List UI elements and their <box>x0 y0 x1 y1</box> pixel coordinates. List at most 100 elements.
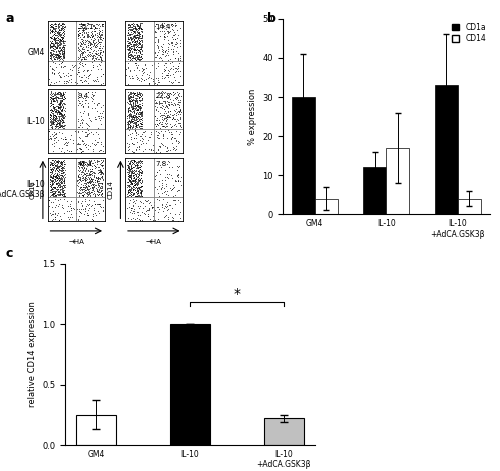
Point <box>171 107 179 115</box>
Point <box>58 33 66 41</box>
Point <box>128 49 136 56</box>
Point <box>90 140 98 147</box>
Point <box>51 104 59 111</box>
Point <box>76 184 84 192</box>
Point <box>46 97 54 105</box>
Point <box>52 117 60 125</box>
Point <box>75 192 83 199</box>
Point <box>74 97 82 105</box>
Point <box>176 214 184 222</box>
Point <box>60 43 68 50</box>
Point <box>74 162 82 170</box>
Point <box>154 54 162 62</box>
Point <box>52 43 60 51</box>
Point <box>137 189 145 197</box>
Point <box>55 216 63 224</box>
Point <box>164 114 172 121</box>
Point <box>136 158 143 165</box>
Point <box>138 193 146 200</box>
Point <box>48 95 56 103</box>
Point <box>51 166 59 174</box>
Point <box>99 79 107 87</box>
Point <box>50 41 58 49</box>
Point <box>125 175 133 183</box>
Point <box>138 157 146 164</box>
Point <box>79 147 87 154</box>
Point <box>49 190 57 197</box>
Point <box>125 176 133 184</box>
Point <box>137 169 145 176</box>
Point <box>96 31 104 38</box>
Point <box>170 144 177 152</box>
Point <box>54 116 62 123</box>
Point <box>92 42 100 49</box>
Point <box>78 176 86 184</box>
Point <box>130 89 138 96</box>
Point <box>58 49 66 57</box>
Point <box>126 30 134 37</box>
Point <box>151 96 159 104</box>
Point <box>152 106 160 114</box>
Point <box>136 40 144 47</box>
Point <box>86 168 94 176</box>
Point <box>62 78 70 85</box>
Point <box>98 168 106 175</box>
Point <box>48 36 56 43</box>
Point <box>52 55 60 63</box>
Point <box>93 63 101 70</box>
Point <box>56 37 64 44</box>
Point <box>57 21 65 29</box>
Point <box>50 111 58 118</box>
Point <box>98 196 106 203</box>
Point <box>60 50 68 58</box>
Point <box>76 53 84 61</box>
Point <box>72 146 80 154</box>
Point <box>48 190 56 198</box>
Point <box>140 76 148 83</box>
Text: →HA: →HA <box>146 239 162 245</box>
Point <box>138 134 146 141</box>
Point <box>58 116 66 124</box>
Point <box>94 124 102 131</box>
Point <box>84 109 92 116</box>
Point <box>138 95 146 102</box>
Point <box>88 216 96 223</box>
Point <box>80 157 88 165</box>
Point <box>51 22 59 30</box>
Point <box>60 173 68 180</box>
Point <box>60 122 68 130</box>
Point <box>125 94 133 102</box>
Point <box>127 108 135 115</box>
Point <box>52 115 60 122</box>
Point <box>84 188 92 196</box>
Point <box>91 200 99 208</box>
Point <box>138 120 145 128</box>
Point <box>80 191 88 198</box>
Point <box>136 186 144 194</box>
Point <box>47 49 55 57</box>
Point <box>76 145 84 152</box>
Point <box>46 188 54 195</box>
Point <box>58 169 66 176</box>
Point <box>96 166 104 174</box>
Point <box>93 107 101 114</box>
Point <box>134 114 141 122</box>
Point <box>54 191 62 198</box>
Point <box>134 93 142 101</box>
Point <box>60 38 68 45</box>
Point <box>126 34 134 42</box>
Point <box>131 89 139 97</box>
Point <box>124 37 132 45</box>
Point <box>135 31 143 38</box>
Point <box>84 181 92 188</box>
Point <box>98 107 106 115</box>
Point <box>132 33 140 41</box>
Point <box>54 72 62 79</box>
Point <box>136 53 143 60</box>
Point <box>47 23 55 30</box>
Point <box>134 184 142 192</box>
Point <box>161 103 169 111</box>
Point <box>138 32 146 40</box>
Point <box>128 109 136 116</box>
Point <box>99 142 107 150</box>
